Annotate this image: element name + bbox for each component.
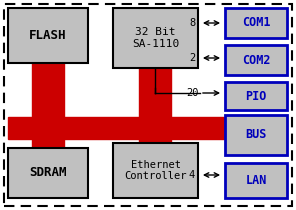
Bar — [225, 8, 287, 38]
Bar — [8, 8, 88, 63]
Bar — [225, 115, 287, 155]
Bar — [113, 143, 198, 198]
Text: BUS: BUS — [245, 129, 267, 142]
Text: SDRAM: SDRAM — [29, 167, 67, 180]
Bar — [8, 117, 224, 139]
Text: PIO: PIO — [245, 89, 267, 102]
Bar — [225, 163, 287, 198]
Bar — [113, 8, 198, 68]
Text: 2: 2 — [189, 53, 195, 63]
Text: COM1: COM1 — [242, 17, 270, 29]
Bar — [225, 82, 287, 110]
Bar — [33, 63, 64, 148]
Text: Ethernet
Controller: Ethernet Controller — [124, 160, 187, 181]
Text: FLASH: FLASH — [29, 29, 67, 42]
Text: COM2: COM2 — [242, 54, 270, 67]
Bar — [225, 45, 287, 75]
Bar — [8, 148, 88, 198]
Bar — [139, 68, 170, 143]
Text: 20: 20 — [187, 88, 199, 98]
Text: 4: 4 — [189, 170, 195, 180]
Text: 8: 8 — [189, 18, 195, 28]
Text: 32 Bit
SA-1110: 32 Bit SA-1110 — [132, 27, 179, 49]
Text: LAN: LAN — [245, 174, 267, 187]
